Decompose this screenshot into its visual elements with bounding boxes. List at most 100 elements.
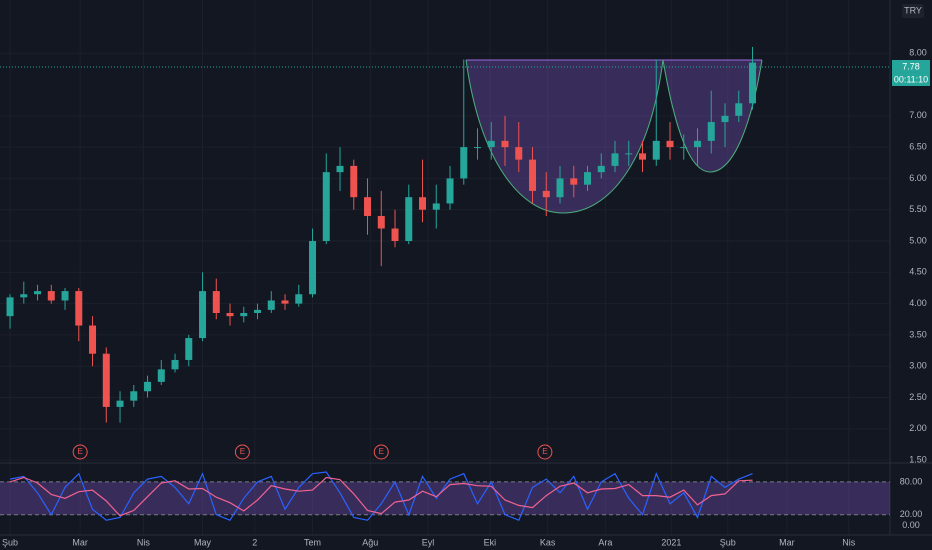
candle-body [405,197,413,242]
y-tick-label: 6.00 [909,173,927,183]
candle-body [281,300,289,304]
x-tick-label: Nis [137,537,150,547]
y-tick-label: 5.50 [909,204,927,214]
x-tick-label: Ara [598,537,612,547]
candle-body [144,381,152,392]
candle-body [116,400,124,407]
candle-body [529,159,537,191]
candle-body [130,391,138,401]
x-tick-label: Eyl [422,537,435,547]
candle-body [309,241,317,295]
candle-body [419,197,427,210]
candle-body [432,203,440,210]
event-label: E [542,447,547,456]
y-tick-label: 3.50 [909,329,927,339]
oscillator-line [9,471,753,521]
candle-body [61,291,69,301]
y-tick-label: 0.00 [902,520,920,530]
x-tick-label: 2 [252,537,257,547]
last-price-label: 7.78 [902,61,920,71]
x-tick-label: Mar [779,537,795,547]
event-marker [72,444,88,460]
candle-body [749,62,757,104]
y-tick-label: 7.00 [909,110,927,120]
x-tick-label: 2021 [661,537,681,547]
event-label: E [77,447,82,456]
candle-body [639,153,647,160]
countdown: 00:11:10 [894,74,928,84]
candle-body [542,190,550,198]
candle-body [391,228,399,242]
y-tick-label: 2.00 [909,423,927,433]
candle-body [34,291,42,295]
candle-body [267,300,275,310]
event-marker [373,444,389,460]
candle-body [625,153,633,155]
y-tick-label: 20.00 [900,509,923,519]
x-tick-label: Tem [304,537,321,547]
candle-body [240,313,248,317]
candle-body [377,215,385,229]
candle-body [171,359,179,370]
candle-body [226,313,234,317]
oscillator-line [9,476,753,517]
x-tick-label: Nis [842,537,855,547]
countdown-box [892,72,930,86]
band-fill [0,481,890,515]
candle-body [666,140,674,148]
candle-body [474,147,482,149]
candle-body [102,353,110,407]
y-tick-label: 3.00 [909,361,927,371]
candle-body [295,294,303,304]
y-tick-label: 80.00 [900,476,923,486]
x-tick-label: Ağu [362,537,378,547]
candle-body [694,140,702,148]
candle-body [570,178,578,185]
x-tick-label: Kas [540,537,556,547]
last-price-box [892,59,930,73]
x-tick-label: Şub [2,537,18,547]
cup-handle-fill [466,60,762,213]
candle-body [212,291,220,314]
candle-body [20,294,28,298]
candle-body [185,338,193,360]
currency: TRY [904,5,922,15]
candle-body [75,291,83,326]
event-marker [537,444,553,460]
candle-body [350,165,358,198]
candle-body [680,147,688,149]
candle-body [707,122,715,141]
event-marker [234,444,250,460]
candle-body [721,115,729,123]
candle-body [322,172,330,242]
candle-body [611,153,619,166]
x-tick-label: May [194,537,212,547]
candle-body [47,291,55,301]
candle-body [6,297,14,317]
candle-body [336,165,344,173]
event-label: E [240,447,245,456]
candle-body [364,197,372,216]
candle-body [254,309,262,314]
currency-box [902,4,924,18]
x-tick-label: Mar [72,537,88,547]
candle-body [199,291,207,339]
y-tick-label: 5.00 [909,235,927,245]
candle-body [735,103,743,116]
candle-body [652,140,660,160]
event-label: E [379,447,384,456]
x-tick-label: Şub [720,537,736,547]
candle-body [446,178,454,204]
candle-body [584,172,592,185]
y-tick-label: 4.00 [909,298,927,308]
candle-body [460,147,468,179]
y-tick-label: 4.50 [909,267,927,277]
y-tick-label: 2.50 [909,392,927,402]
y-tick-label: 8.00 [909,48,927,58]
candle-body [157,369,165,382]
candle-body [89,325,97,354]
candle-body [501,140,509,148]
